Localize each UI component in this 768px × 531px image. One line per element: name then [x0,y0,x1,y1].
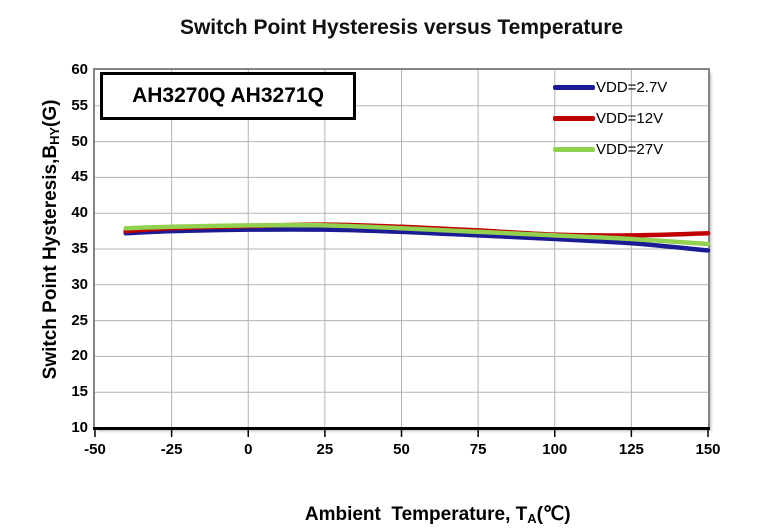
legend-item: VDD=2.7V [553,72,667,103]
y-tick-label: 20 [71,347,88,365]
y-axis-title-main: Switch Point Hysteresis,B [40,144,61,380]
x-tick-label: 100 [542,441,568,458]
y-axis-title-subscript: HY [46,126,62,145]
y-tick-label: 60 [71,61,88,78]
x-tick-label: -25 [160,441,183,458]
legend-item: VDD=12V [553,103,667,134]
legend-label: VDD=2.7V [596,79,668,96]
x-tick-label: 50 [393,441,410,458]
legend-label: VDD=27V [596,141,664,158]
y-tick-label: 30 [71,275,88,293]
legend-line-swatch [553,147,595,152]
x-axis-title: Ambient Temperature, TA(℃) [95,481,708,531]
x-axis-title-unit: (℃) [536,504,571,525]
y-tick-label: 40 [71,204,88,222]
x-tick-label: 25 [316,441,334,458]
y-tick-label: 55 [71,96,88,114]
x-tick-label: -50 [84,441,106,458]
series-line-VDD=27V [123,222,711,247]
chart-title: Switch Point Hysteresis versus Temperatu… [179,16,624,39]
series-line-VDD=2.7V [123,227,711,253]
plot-area [93,68,711,437]
y-axis-title-unit: (G) [40,99,61,127]
x-axis-title-subscript: A [527,510,537,526]
x-tick-label: 75 [469,441,487,458]
y-tick-label: 50 [71,132,88,150]
legend-line-swatch [553,116,595,121]
x-tick-label: 125 [618,441,644,458]
y-tick-label: 45 [71,168,88,186]
y-axis-title: Switch Point Hysteresis,BHY(G) [18,50,62,450]
legend-line-swatch [553,85,595,90]
legend-label: VDD=12V [596,110,664,127]
y-tick-label: 35 [71,240,88,257]
x-tick-label: 0 [244,441,253,458]
part-number-label: AH3270Q AH3271Q [100,72,356,120]
y-tick-label: 25 [71,311,88,329]
legend-item: VDD=27V [553,134,667,165]
x-axis-title-main: Ambient Temperature, T [304,504,528,525]
y-tick-label: 15 [71,383,88,401]
y-tick-label: 10 [71,419,88,436]
legend: VDD=2.7V VDD=12V VDD=27V [553,72,667,165]
x-tick-label: 150 [695,441,721,458]
